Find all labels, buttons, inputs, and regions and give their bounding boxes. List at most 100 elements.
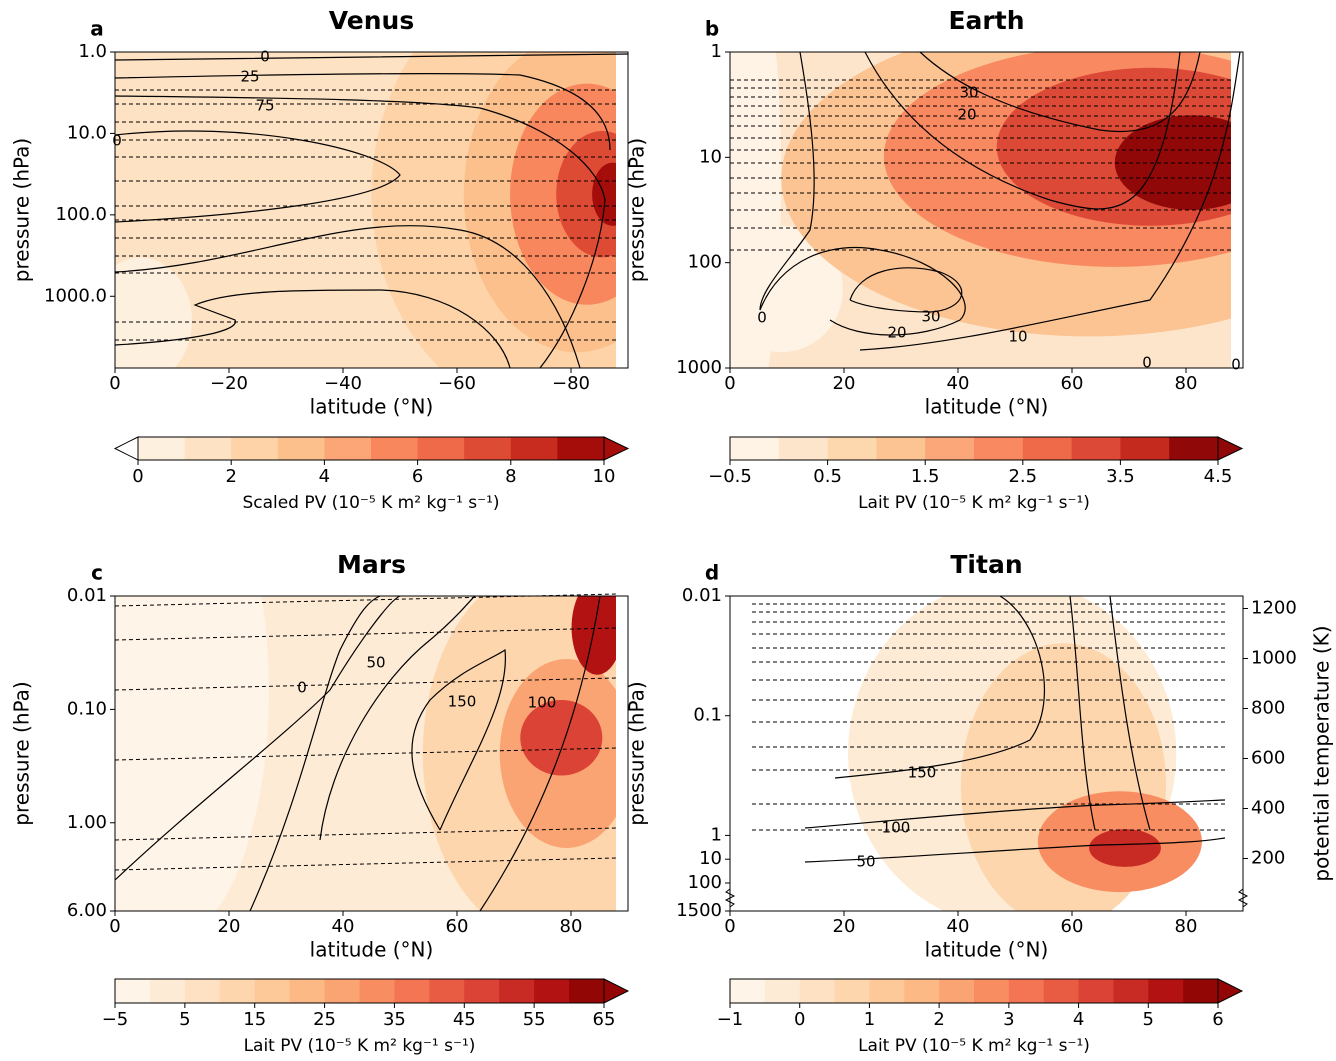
colorbar-tick-label: 5 [179,1009,190,1030]
y-tick-label: 100 [688,872,722,893]
contour-line [919,51,1201,133]
colorbar-level [1183,979,1219,1003]
colorbar-level [184,979,221,1003]
fill-region [730,225,843,353]
panel-title: Venus [329,6,414,35]
axis-break [1237,888,1249,908]
colorbar-tick-label: 1.5 [911,466,940,487]
contour-label: 150 [908,764,937,782]
colorbar-level [289,979,326,1003]
y-tick-label: 1000 [676,357,722,378]
colorbar-extend [603,436,630,461]
contour-line [249,595,381,912]
colorbar-extend [603,978,630,1004]
plot-frame [114,595,629,912]
y-tick-label: 1.0 [78,41,107,62]
colorbar-level [778,437,829,460]
contour-line [114,225,581,369]
y-tick-label: 100.0 [55,204,107,225]
contour-line [849,267,963,313]
panel-fill [115,596,616,911]
colorbar-tick-label: 25 [313,1009,336,1030]
colorbar-level [231,437,279,460]
colorbar-tick-label: 6 [1212,1009,1223,1030]
y2-axis-label: potential temperature (K) [1310,625,1334,881]
axis-break [724,888,736,908]
colorbar-tick-label: 4 [1073,1009,1084,1030]
contour-label: 0 [1142,354,1152,372]
colorbar-tick-label: 35 [383,1009,406,1030]
colorbar-level [464,437,512,460]
y-tick-label: 0.01 [67,585,107,606]
y-tick-label: 1.00 [67,812,107,833]
colorbar-level [359,979,395,1003]
colorbar-level [1022,437,1073,460]
contour-line [1109,595,1151,831]
colorbar-level [904,979,940,1003]
contour-label: 0 [1231,356,1241,374]
colorbar-level [730,437,780,460]
contour-line [319,595,476,841]
contour-label: 0 [112,132,122,150]
panel-title: Earth [948,6,1024,35]
colorbar-level [464,979,500,1003]
x-tick-label: 0 [724,373,735,394]
colorbar-level [876,437,926,460]
x-tick-label: 60 [446,916,469,937]
colorbar-level [1043,979,1080,1003]
contour-label: 0 [297,679,307,697]
panel-label: b [705,17,719,41]
contour-line [114,595,401,881]
colorbar-level [1148,979,1184,1003]
x-tick-label: −20 [210,373,248,394]
x-tick-label: 40 [947,373,970,394]
colorbar-level [799,979,836,1003]
colorbar-label: Scaled PV (10⁻⁵ K m² kg⁻¹ s⁻¹) [242,493,499,513]
x-axis-label: latitude (°N) [925,395,1049,419]
y-tick-label: 0.10 [67,698,107,719]
colorbar-frame [729,978,1219,1004]
y-tick-label: 10 [699,146,722,167]
x-tick-label: 0 [724,916,735,937]
colorbar-level [1008,979,1045,1003]
colorbar-level [557,437,605,460]
colorbar-frame [729,436,1219,461]
colorbar-label: Lait PV (10⁻⁵ K m² kg⁻¹ s⁻¹) [858,1036,1090,1056]
colorbar-level [417,437,465,460]
colorbar-label: Lait PV (10⁻⁵ K m² kg⁻¹ s⁻¹) [244,1036,476,1056]
fill-region [115,257,192,368]
fill-region [115,596,269,911]
x-tick-label: 60 [1061,916,1084,937]
y-tick-label: 0.1 [693,705,722,726]
colorbar-tick-label: 15 [243,1009,266,1030]
x-axis-label: latitude (°N) [310,938,434,962]
x-tick-label: −40 [324,373,362,394]
colorbar-tick-label: 0 [794,1009,805,1030]
colorbar-label: Lait PV (10⁻⁵ K m² kg⁻¹ s⁻¹) [858,493,1090,513]
colorbar-tick-label: 2 [933,1009,944,1030]
y-axis-label: pressure (hPa) [10,138,34,282]
colorbar-tick-label: 0.5 [813,466,842,487]
colorbar-level [974,979,1010,1003]
colorbar-level [219,979,256,1003]
contour-label: 0 [260,48,270,66]
colorbar-tick-label: 3.5 [1106,466,1135,487]
x-tick-label: 0 [109,373,120,394]
colorbar-level [115,979,151,1003]
y-tick-label: 100 [688,252,722,273]
x-axis-label: latitude (°N) [925,938,1049,962]
colorbar-frame [137,436,605,461]
colorbar-level [149,979,186,1003]
x-tick-label: 40 [947,916,970,937]
contour-line [759,51,815,311]
colorbar-tick-label: 2.5 [1008,466,1037,487]
y2-tick-label: 400 [1251,798,1285,819]
contour-label: 0 [757,309,767,327]
contour-line [759,246,966,336]
colorbar-tick-label: −5 [102,1009,129,1030]
contour-line [1069,595,1096,831]
contour-line [411,648,507,831]
y-tick-label: 1 [711,824,722,845]
y2-tick-label: 1000 [1251,648,1297,669]
fill-region [571,596,616,675]
